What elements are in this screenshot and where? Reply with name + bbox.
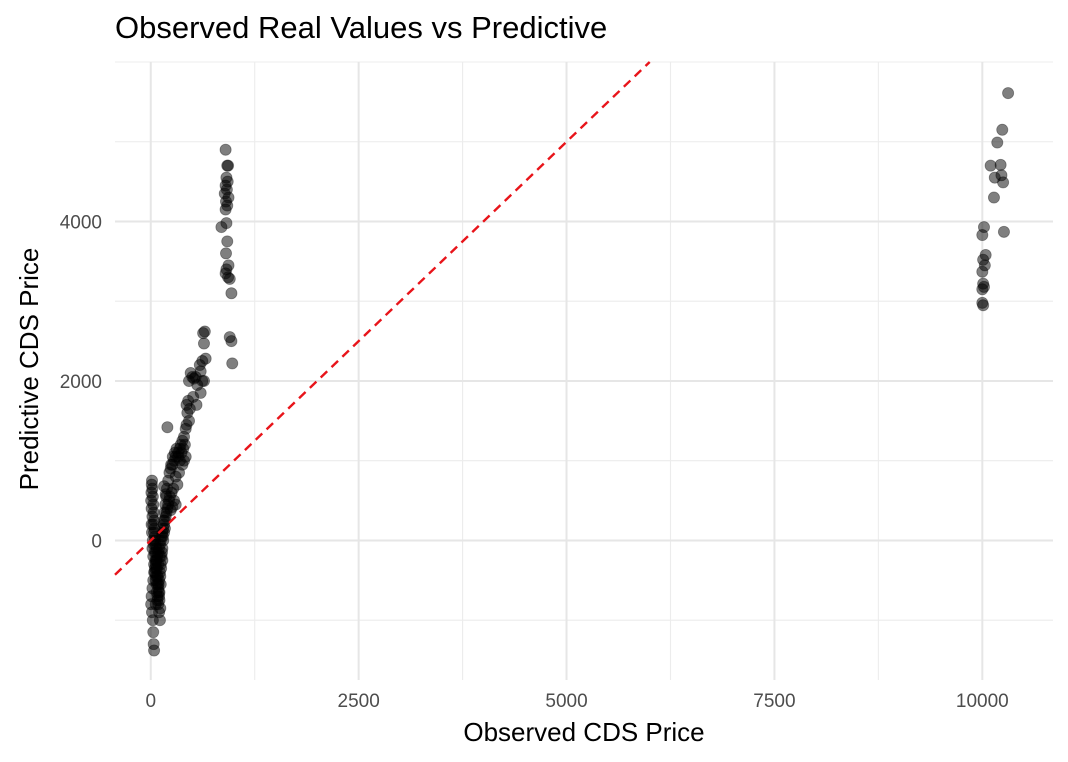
data-point (145, 518, 158, 531)
data-point (987, 191, 1000, 204)
data-point (225, 287, 238, 300)
data-point (225, 335, 238, 348)
data-point (156, 530, 169, 543)
data-point (1002, 87, 1015, 100)
data-point (994, 158, 1007, 171)
data-point (161, 421, 174, 434)
data-point (153, 614, 166, 627)
x-tick-label: 10000 (956, 691, 1009, 712)
data-point (984, 159, 997, 172)
x-tick-label: 5000 (545, 691, 587, 712)
data-point (997, 176, 1010, 189)
gridlines (115, 61, 1053, 680)
x-axis-title: Observed CDS Price (463, 717, 704, 747)
data-point (991, 136, 1004, 149)
y-axis-title: Predictive CDS Price (14, 248, 44, 491)
data-point (220, 247, 233, 260)
data-point (226, 357, 239, 370)
data-point (147, 626, 160, 639)
data-point (221, 235, 234, 248)
data-point (976, 265, 989, 278)
x-tick-label: 7500 (753, 691, 795, 712)
data-point (189, 370, 202, 383)
x-tick-label: 2500 (338, 691, 380, 712)
data-point (977, 280, 990, 293)
data-point (154, 602, 167, 615)
reference-line-layer (114, 61, 651, 576)
tick-labels: 0 2500 5000 7500 10000 0 2000 4000 (60, 212, 1009, 712)
x-tick-label: 0 (145, 691, 156, 712)
data-points (145, 87, 1015, 657)
data-point (197, 327, 210, 340)
data-point (997, 225, 1010, 238)
data-point (996, 123, 1009, 136)
data-point (977, 299, 990, 312)
data-point (220, 217, 233, 230)
data-point (219, 203, 232, 216)
y-tick-label: 2000 (60, 372, 102, 393)
data-point (178, 438, 191, 451)
y-tick-label: 4000 (60, 212, 102, 233)
reference-line (114, 61, 651, 576)
data-point (222, 159, 235, 172)
chart-title: Observed Real Values vs Predictive (115, 10, 607, 45)
data-point (223, 272, 236, 285)
data-point (148, 644, 161, 657)
data-point (197, 337, 210, 350)
data-point (219, 143, 232, 156)
y-tick-label: 0 (91, 531, 102, 552)
data-point (977, 221, 990, 234)
